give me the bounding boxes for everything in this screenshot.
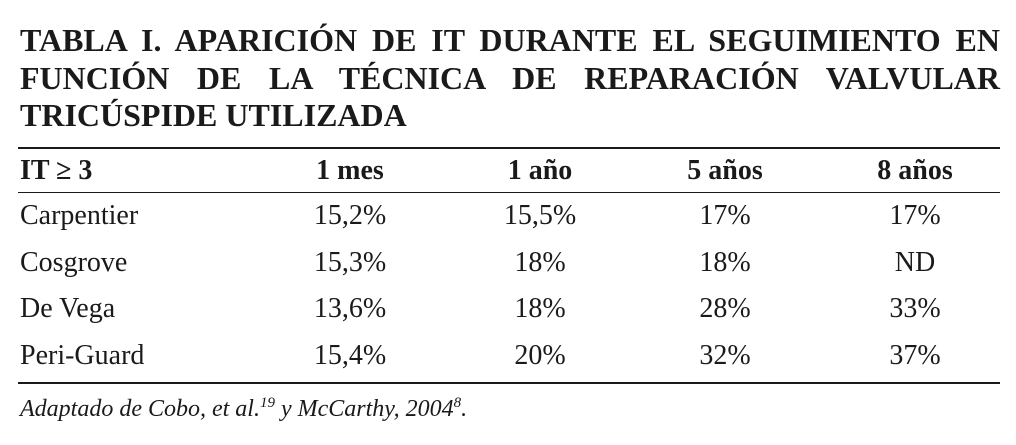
table-cell: 20% [514, 339, 566, 371]
table-cell: Carpentier [20, 200, 139, 231]
table-cell: 15,4% [313, 339, 387, 371]
table-rule [18, 382, 1000, 384]
table-cell: 18% [514, 246, 566, 278]
table-cell: 17% [699, 200, 751, 231]
table-cell: ND [894, 246, 936, 278]
header-cell: IT ≥ 3 [20, 155, 93, 186]
table-cell: De Vega [20, 293, 116, 324]
table-cell: 32% [699, 339, 751, 371]
table-cell: Peri-Guard [20, 339, 145, 371]
footnote-ref: 19 [259, 395, 275, 411]
table-rule [18, 192, 1000, 193]
footnote-ref: 8 [453, 395, 462, 411]
table-cell: Cosgrove [20, 246, 128, 278]
table-cell: 33% [889, 293, 941, 324]
title-line: FUNCIÓN DE LA TÉCNICA DE REPARACIÓN VALV… [20, 60, 1000, 96]
table-cell: 28% [699, 293, 751, 324]
table-rule [18, 147, 1000, 149]
footnote-text: . [461, 396, 468, 422]
table-cell: 18% [514, 293, 566, 324]
table-cell: 17% [889, 200, 941, 231]
header-cell: 1 mes [316, 155, 384, 186]
table-cell: 15,2% [313, 200, 387, 231]
header-cell: 5 años [687, 155, 763, 186]
table-cell: 18% [699, 246, 751, 278]
header-cell: 1 año [507, 155, 573, 186]
table-cell: 13,6% [313, 293, 387, 324]
footnote: Adaptado de Cobo, et al.19 y McCarthy, 2… [20, 396, 467, 423]
table-cell: 15,3% [313, 246, 387, 278]
footnote-text: y McCarthy, 2004 [274, 396, 454, 422]
table-cell: 37% [889, 339, 941, 371]
table-cell: 15,5% [503, 200, 577, 231]
title-line: TRICÚSPIDE UTILIZADA [20, 97, 407, 133]
footnote-text: Adaptado de Cobo, et al. [20, 396, 260, 422]
title-line: TABLA I. APARICIÓN DE IT DURANTE EL SEGU… [20, 22, 1000, 58]
header-cell: 8 años [877, 155, 953, 186]
